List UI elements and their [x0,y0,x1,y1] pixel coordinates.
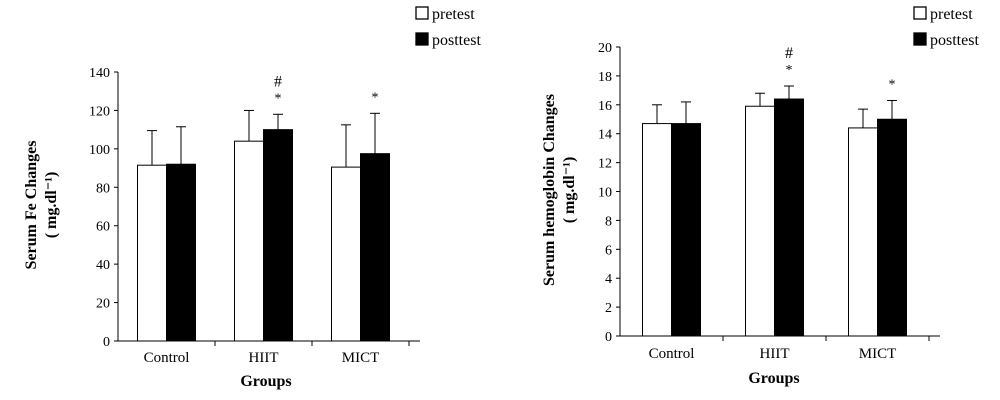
x-category-label: HIIT [760,346,790,362]
y-tick-label: 100 [89,143,110,158]
significance-star: * [786,63,793,78]
bar-posttest-hiit [774,98,804,337]
significance-hash: # [274,73,282,90]
legend-swatch-posttest [415,32,429,46]
bar-pretest-control [642,123,672,337]
significance-star: * [372,90,379,105]
x-axis-title: Groups [748,370,799,387]
y-axis-title: Serum Fe Changes [23,141,40,270]
significance-hash: # [785,45,793,62]
bar-posttest-control [671,123,701,337]
bar-posttest-mict [877,118,907,337]
y-tick-label: 80 [96,181,110,196]
x-category-label: MICT [859,346,897,362]
bar-pretest-mict [331,166,361,342]
bar-pretest-mict [848,127,878,337]
legend-swatch-pretest [913,6,927,20]
x-category-label: HIIT [249,350,279,366]
y-tick-label: 8 [605,214,612,229]
bar-posttest-mict [360,153,390,342]
y-tick-label: 6 [605,243,612,258]
y-tick-label: 2 [605,301,612,316]
y-tick-label: 40 [96,258,110,273]
legend-swatch-pretest [415,6,429,20]
y-tick-label: 4 [605,272,612,287]
y-tick-label: 140 [89,66,110,81]
significance-star: * [889,77,896,92]
x-category-label: Control [649,346,695,362]
y-tick-label: 120 [89,104,110,119]
bar-pretest-hiit [745,105,775,337]
legend-label-pretest: pretest [432,6,475,23]
y-tick-label: 0 [605,330,612,345]
y-axis-unit: ( mg.dl⁻¹) [561,157,578,224]
legend-label-posttest: posttest [930,32,979,49]
y-tick-label: 20 [598,41,612,56]
x-category-label: MICT [342,350,380,366]
y-axis-unit: ( mg.dl⁻¹) [43,172,60,239]
y-tick-label: 12 [598,157,612,172]
legend-label-pretest: pretest [930,6,973,23]
y-tick-label: 20 [96,297,110,312]
bar-pretest-control [137,164,167,342]
y-tick-label: 10 [598,186,612,201]
y-tick-label: 18 [598,70,612,85]
bar-posttest-control [166,163,196,342]
x-axis-title: Groups [240,373,291,390]
y-tick-label: 0 [103,335,110,350]
y-tick-label: 60 [96,220,110,235]
legend-swatch-posttest [913,32,927,46]
y-axis-title: Serum hemoglobin Changes [541,94,558,286]
y-tick-label: 16 [598,99,612,114]
y-tick-label: 14 [598,128,612,143]
legend-label-posttest: posttest [432,32,481,49]
significance-star: * [275,91,282,106]
x-category-label: Control [144,350,190,366]
bar-posttest-hiit [263,129,293,342]
bar-pretest-hiit [234,140,264,342]
